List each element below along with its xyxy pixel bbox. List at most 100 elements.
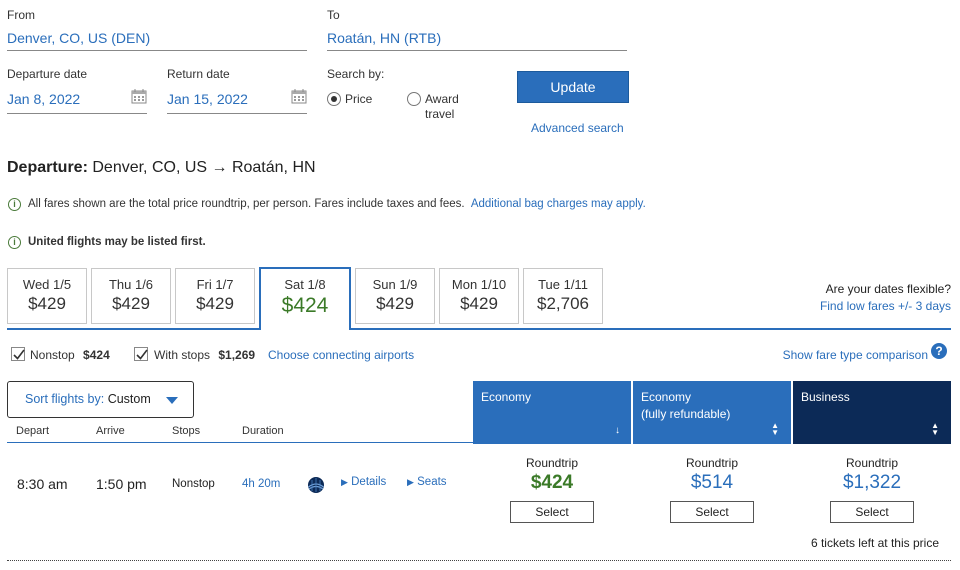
- date-tab[interactable]: Thu 1/6 $429: [91, 268, 171, 324]
- row-divider: [7, 560, 951, 561]
- return-date-label: Return date: [167, 67, 230, 81]
- column-duration[interactable]: Duration: [242, 425, 284, 437]
- with-stops-checkbox[interactable]: [134, 347, 148, 361]
- departure-date-label: Departure date: [7, 67, 88, 81]
- date-tab[interactable]: Sun 1/9 $429: [355, 268, 435, 324]
- select-fare-button[interactable]: Select: [510, 501, 594, 523]
- update-button[interactable]: Update: [517, 71, 629, 103]
- sort-toggle-icon: ▲ ▼: [771, 421, 779, 437]
- date-tab[interactable]: Tue 1/11 $2,706: [523, 268, 603, 324]
- nonstop-checkbox[interactable]: [11, 347, 25, 361]
- date-tab-day: Tue 1/11: [538, 277, 588, 292]
- date-tab-price: $429: [112, 294, 150, 313]
- fare-price: $1,322: [842, 472, 902, 493]
- search-by-label: Search by:: [327, 67, 385, 81]
- sort-label-text: Sort flights by: Custom: [25, 392, 151, 406]
- date-tab-price: $429: [376, 294, 414, 313]
- fare-comparison-link[interactable]: Show fare type comparison: [782, 348, 928, 362]
- fare-type: Roundtrip: [685, 456, 739, 470]
- departure-date-value: Jan 8, 2022: [7, 91, 81, 107]
- cabin-name: Business: [801, 390, 850, 404]
- flight-arrive-time: 1:50 pm: [96, 476, 147, 492]
- info-icon: i: [8, 236, 21, 249]
- calendar-icon[interactable]: [291, 88, 307, 104]
- to-field[interactable]: Roatán, HN (RTB): [327, 30, 627, 51]
- airline-logo-icon: [307, 476, 325, 494]
- date-tab-price: $429: [196, 294, 234, 313]
- fare-cell: Roundtrip $1,322 Select: [793, 456, 951, 531]
- with-stops-label: With stops: [154, 348, 211, 362]
- from-field[interactable]: Denver, CO, US (DEN): [7, 30, 307, 51]
- date-tab-day: Thu 1/6: [108, 277, 154, 292]
- column-arrive[interactable]: Arrive: [96, 425, 125, 437]
- cabin-name: Economy: [641, 390, 692, 404]
- award-travel-radio[interactable]: [407, 92, 421, 106]
- date-tab[interactable]: Mon 1/10 $429: [439, 268, 519, 324]
- cabin-header-economy-refundable[interactable]: Economy (fully refundable) ▲ ▼: [633, 381, 791, 444]
- cabin-header-business[interactable]: Business ▲ ▼: [793, 381, 951, 444]
- departure-route: Denver, CO, US → Roatán, HN: [92, 159, 316, 176]
- departure-heading: Departure: Denver, CO, US → Roatán, HN: [7, 159, 316, 177]
- return-date-value: Jan 15, 2022: [167, 91, 248, 107]
- details-link[interactable]: ▶ Details: [341, 476, 386, 488]
- date-tab-day: Fri 1/7: [196, 277, 234, 292]
- fare-type: Roundtrip: [525, 456, 579, 470]
- date-tab-price: $424: [281, 294, 329, 317]
- chevron-down-icon: [166, 397, 178, 404]
- calendar-icon[interactable]: [131, 88, 147, 104]
- cabin-subtitle: (fully refundable): [641, 407, 731, 421]
- tickets-left-notice: 6 tickets left at this price: [810, 536, 939, 550]
- connecting-airports-link[interactable]: Choose connecting airports: [268, 348, 415, 362]
- sort-dropdown[interactable]: Sort flights by: Custom: [7, 381, 194, 418]
- date-tab-day: Sat 1/8: [284, 277, 326, 292]
- with-stops-filter: With stops $1,269: [154, 348, 255, 362]
- date-tab-price: $2,706: [537, 294, 589, 313]
- date-tab[interactable]: Fri 1/7 $429: [175, 268, 255, 324]
- sort-value: Custom: [107, 392, 151, 406]
- nonstop-label: Nonstop: [30, 348, 75, 362]
- column-depart[interactable]: Depart: [16, 425, 50, 437]
- date-tabs-underline: [7, 328, 951, 330]
- sort-toggle-icon: ▲ ▼: [931, 421, 939, 437]
- united-notice: United flights may be listed first.: [28, 236, 206, 248]
- caret-right-icon: ▶: [341, 477, 348, 487]
- award-travel-line2: travel: [425, 107, 455, 121]
- select-fare-button[interactable]: Select: [670, 501, 754, 523]
- select-fare-button[interactable]: Select: [830, 501, 914, 523]
- sort-label: Sort flights by:: [25, 392, 105, 406]
- advanced-search-link[interactable]: Advanced search: [531, 121, 624, 135]
- departure-date-field[interactable]: Jan 8, 2022: [7, 88, 147, 114]
- flexible-question: Are your dates flexible?: [825, 282, 951, 296]
- award-travel-line1: Award: [425, 92, 459, 106]
- fare-type: Roundtrip: [845, 456, 899, 470]
- departure-prefix: Departure:: [7, 159, 88, 176]
- checkmark-icon: [13, 349, 25, 360]
- low-fares-link[interactable]: Find low fares +/- 3 days: [819, 299, 951, 313]
- seats-link-label: Seats: [417, 476, 447, 488]
- to-value: Roatán, HN (RTB): [327, 30, 442, 46]
- seats-link[interactable]: ▶ Seats: [407, 476, 447, 488]
- with-stops-price: $1,269: [218, 348, 256, 362]
- column-stops[interactable]: Stops: [172, 425, 201, 437]
- cabin-header-economy[interactable]: Economy ↓: [473, 381, 631, 444]
- header-divider: [7, 442, 473, 443]
- return-date-field[interactable]: Jan 15, 2022: [167, 88, 307, 114]
- help-icon[interactable]: ?: [931, 343, 947, 359]
- flight-duration: 4h 20m: [242, 478, 281, 490]
- fares-notice: All fares shown are the total price roun…: [28, 198, 646, 210]
- checkmark-icon: [136, 349, 148, 360]
- bag-charges-link[interactable]: Additional bag charges may apply.: [470, 198, 646, 210]
- from-label: From: [7, 8, 35, 22]
- award-travel-label: Award travel: [425, 92, 459, 122]
- fare-cell: Roundtrip $424 Select: [473, 456, 631, 531]
- flight-depart-time: 8:30 am: [17, 476, 68, 492]
- date-tab-price: $429: [28, 294, 66, 313]
- date-tab-day: Wed 1/5: [22, 277, 72, 292]
- from-value: Denver, CO, US (DEN): [7, 30, 151, 46]
- date-tab-day: Mon 1/10: [451, 277, 507, 292]
- cabin-name: Economy: [481, 390, 532, 404]
- date-tab[interactable]: Wed 1/5 $429: [7, 268, 87, 324]
- price-radio[interactable]: [327, 92, 341, 106]
- date-tab[interactable]: Sat 1/8 $424: [259, 267, 351, 330]
- details-link-label: Details: [351, 476, 387, 488]
